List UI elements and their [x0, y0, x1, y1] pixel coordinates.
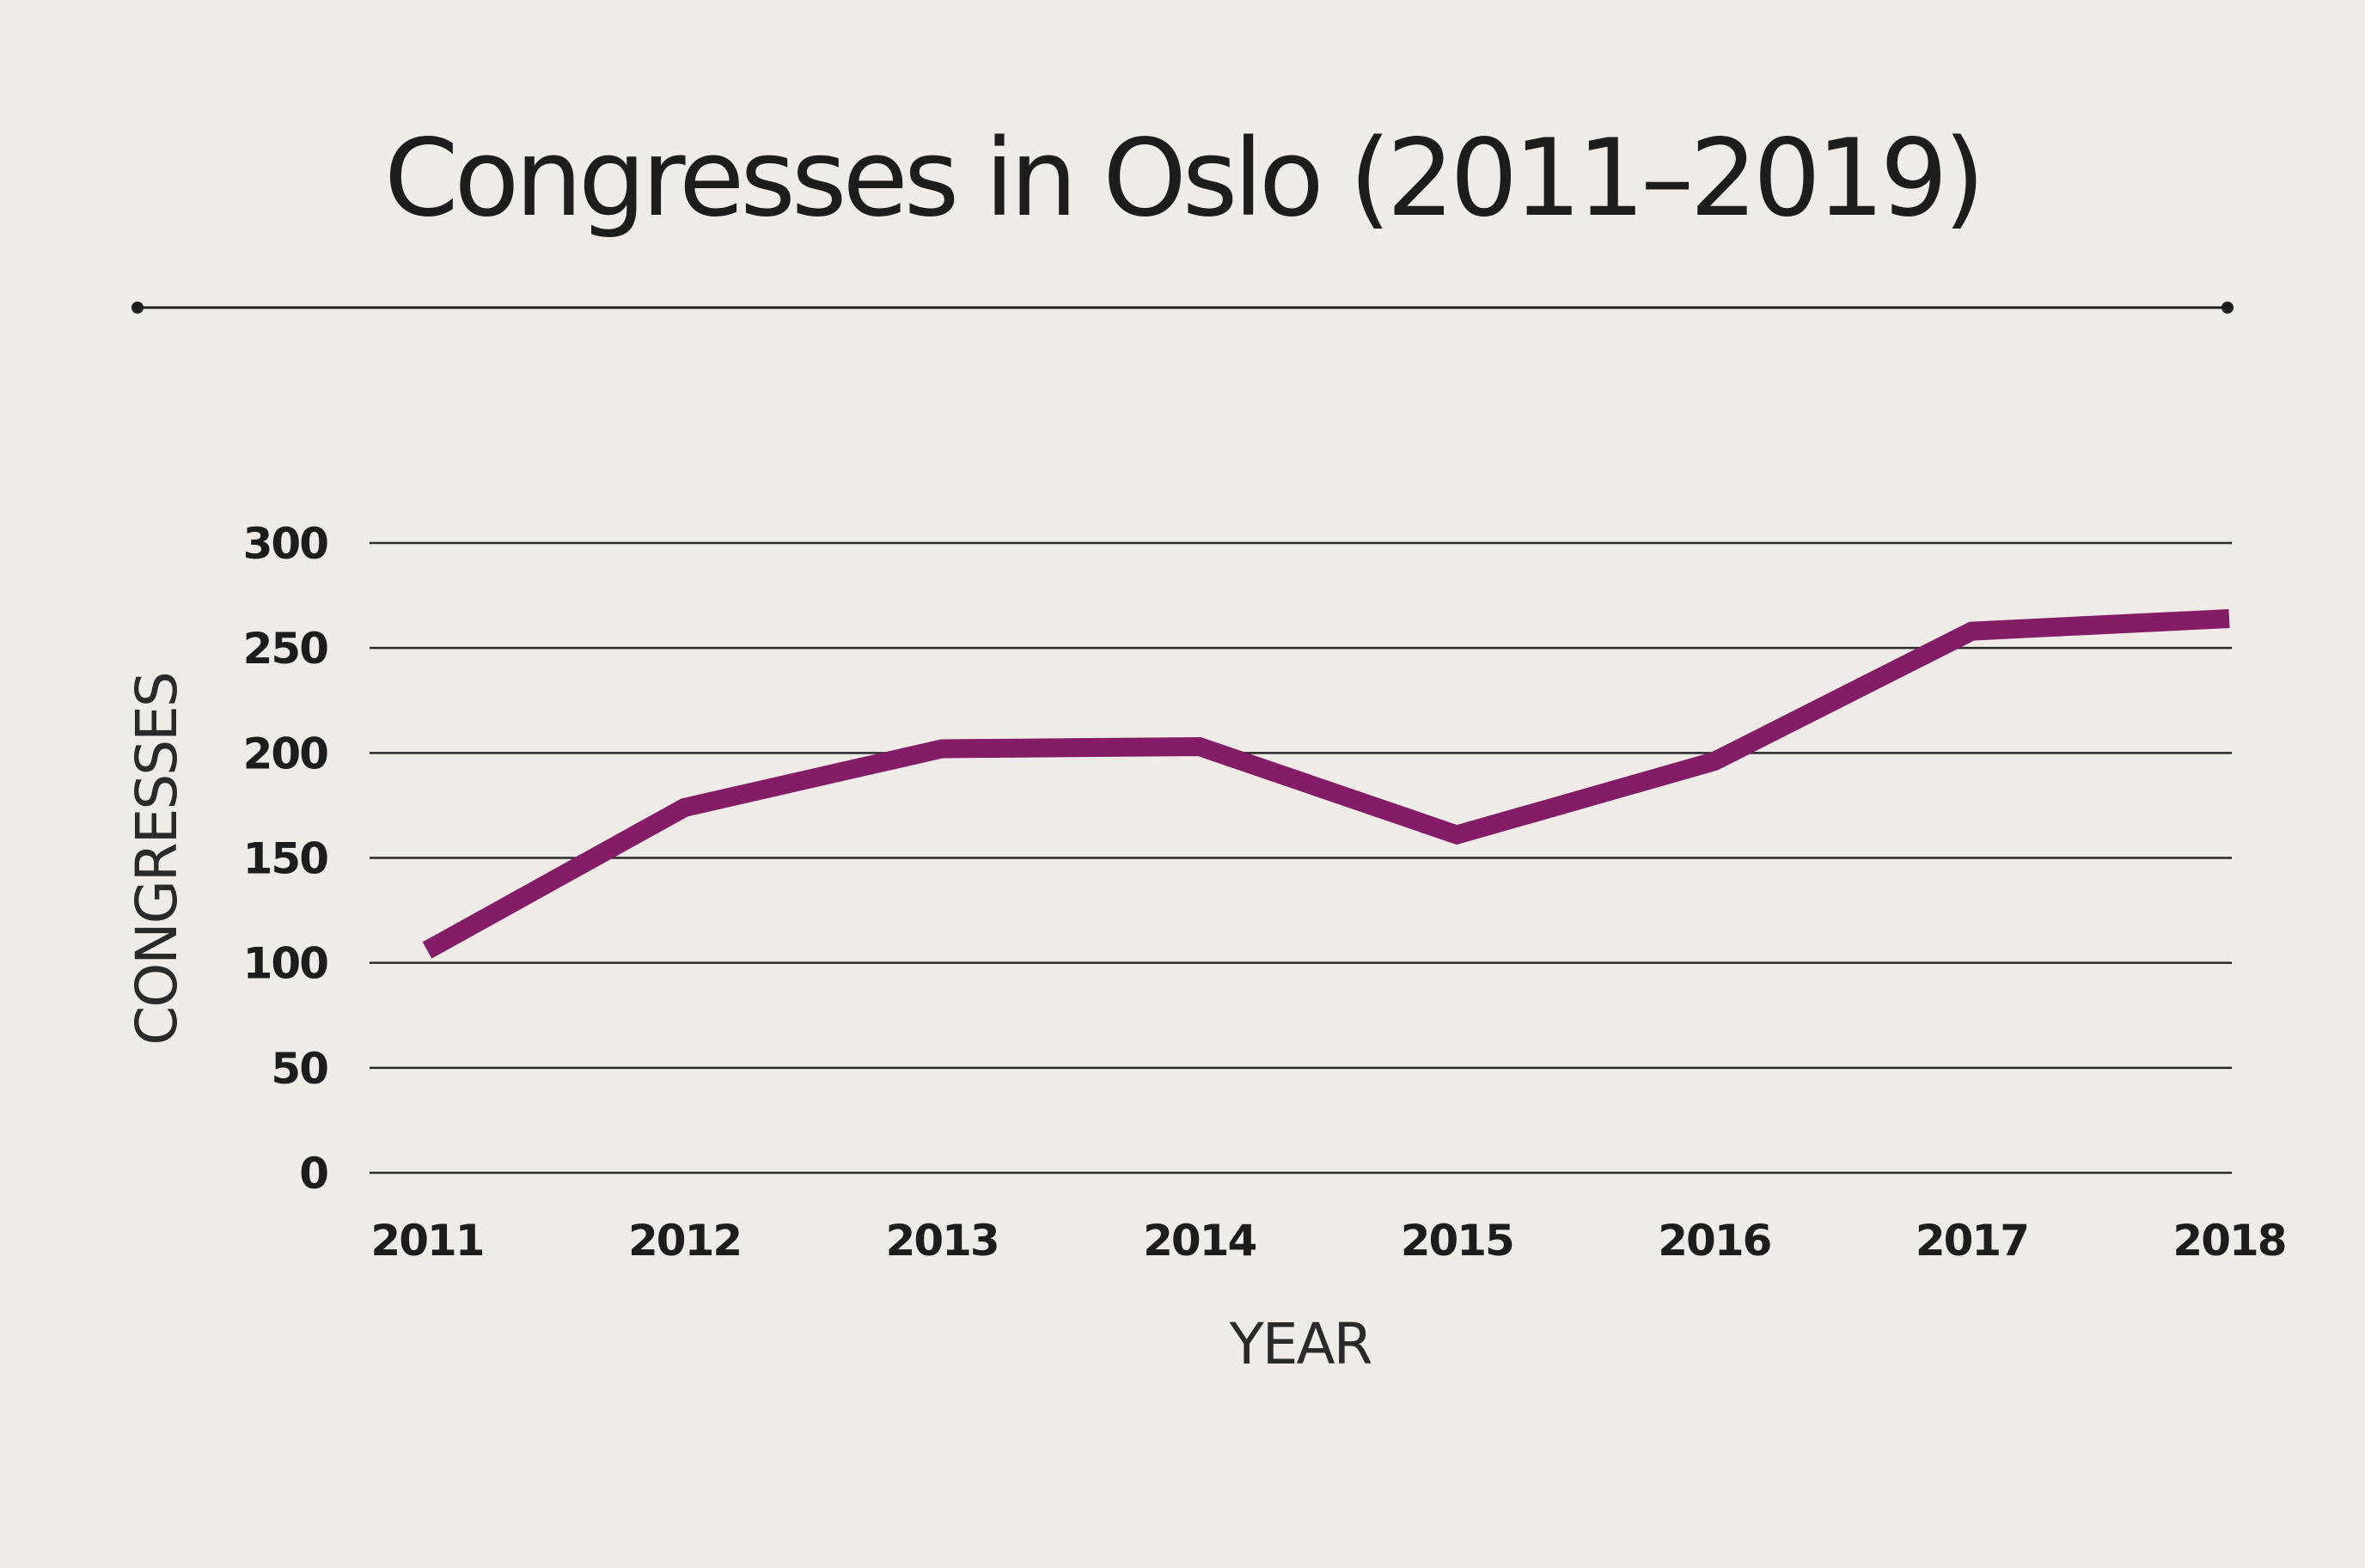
y-tick-label: 100: [243, 939, 328, 989]
y-tick-label: 300: [243, 519, 328, 569]
y-axis-ticks: 0 50 100 150 200 250 300: [243, 519, 330, 1199]
x-tick-label: 2015: [1401, 1216, 1513, 1266]
gridlines: [370, 541, 2232, 1174]
x-tick-label: 2013: [886, 1216, 999, 1266]
chart-title: Congresses in Oslo (2011–2019): [384, 117, 1981, 241]
x-tick-label: 2017: [1916, 1216, 2028, 1266]
y-tick-label: 50: [271, 1044, 327, 1094]
x-axis-ticks: 2011 2012 2013 2014 2015 2016 2017 2018: [370, 1216, 2287, 1266]
y-tick-label: 0: [299, 1149, 327, 1199]
x-tick-label: 2016: [1658, 1216, 1770, 1266]
x-axis-label: YEAR: [1228, 1311, 1371, 1377]
y-axis-label: CONGRESSES: [124, 673, 190, 1046]
x-tick-label: 2014: [1143, 1216, 1256, 1266]
x-tick-label: 2011: [370, 1216, 483, 1266]
y-tick-label: 200: [243, 729, 328, 778]
y-tick-label: 250: [243, 624, 328, 674]
series-line: [422, 608, 2230, 959]
y-tick-label: 150: [243, 834, 328, 884]
x-tick-label: 2018: [2172, 1216, 2285, 1266]
title-divider: [131, 302, 2234, 314]
series-layer: [422, 608, 2230, 959]
x-tick-label: 2012: [628, 1216, 741, 1266]
